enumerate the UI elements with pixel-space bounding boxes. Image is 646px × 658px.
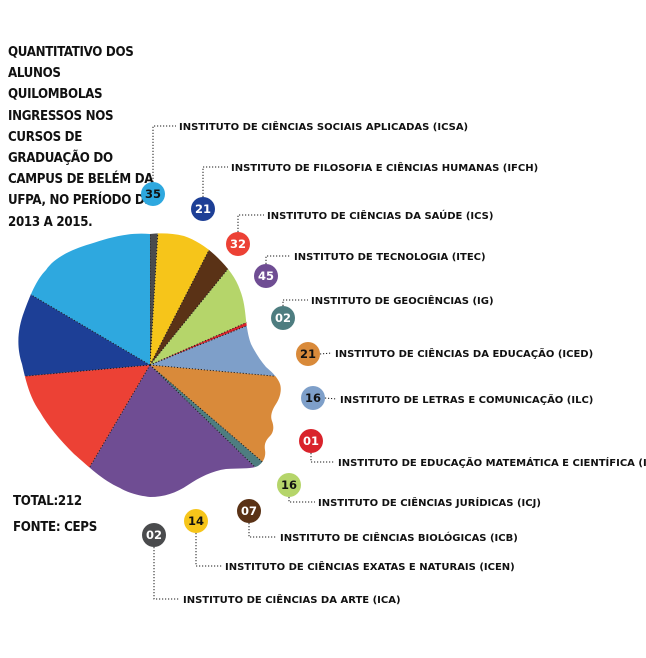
callout-leader-line xyxy=(319,352,333,355)
callout-leader-line xyxy=(153,547,180,600)
value-label-icj: 16 xyxy=(281,478,297,492)
callout-ilc: 16 INSTITUTO DE LETRAS E COMUNICAÇÃO (ILC… xyxy=(301,386,593,410)
chart-title: QUANTITATIVO DOS ALUNOS QUILOMBOLAS INGR… xyxy=(8,45,154,230)
callout-leader-line xyxy=(237,214,264,232)
callout-itec: 45 INSTITUTO DE TECNOLOGIA (ITEC) xyxy=(254,252,486,288)
callout-ifch: 21 INSTITUTO DE FILOSOFIA E CIÊNCIAS HUMA… xyxy=(191,161,538,221)
callout-leader-line xyxy=(288,497,315,503)
institute-label-ilc: INSTITUTO DE LETRAS E COMUNICAÇÃO (ILC) xyxy=(340,393,593,406)
value-bubble-ifch xyxy=(191,197,215,221)
value-bubble-ics xyxy=(226,232,250,256)
institute-label-ig: INSTITUTO DE GEOCIÊNCIAS (IG) xyxy=(311,294,494,307)
value-label-ilc: 16 xyxy=(305,391,321,405)
callout-leader-line xyxy=(282,299,308,306)
value-bubble-icj xyxy=(277,473,301,497)
value-label-iced: 21 xyxy=(300,347,316,361)
value-label-icen: 14 xyxy=(188,514,204,528)
slice-divider xyxy=(149,233,166,366)
institute-label-ifch: INSTITUTO DE FILOSOFIA E CIÊNCIAS HUMANA… xyxy=(231,161,538,174)
pie-slice-ig xyxy=(150,365,281,497)
callout-icb: 07 INSTITUTO DE CIÊNCIAS BIOLÓGICAS (ICB) xyxy=(237,499,518,544)
value-bubble-icen xyxy=(184,509,208,533)
callout-leader-line xyxy=(310,453,335,463)
slice-divider xyxy=(18,233,151,366)
callouts: 35 INSTITUTO DE CIÊNCIAS SOCIAIS APLICADA… xyxy=(141,120,646,606)
pie-slice-ica xyxy=(150,233,166,365)
value-bubble-iced xyxy=(296,342,320,366)
slice-divider xyxy=(149,364,281,497)
value-label-ifch: 21 xyxy=(195,202,211,216)
institute-label-ica: INSTITUTO DE CIÊNCIAS DA ARTE (ICA) xyxy=(183,593,401,606)
callout-icsa: 35 INSTITUTO DE CIÊNCIAS SOCIAIS APLICADA… xyxy=(141,120,468,206)
value-label-icb: 07 xyxy=(241,504,257,518)
value-bubble-ilc xyxy=(301,386,325,410)
institute-label-ics: INSTITUTO DE CIÊNCIAS DA SAÚDE (ICS) xyxy=(267,209,493,222)
value-label-icsa: 35 xyxy=(145,187,161,201)
pie-slices xyxy=(18,233,281,497)
value-label-ica: 02 xyxy=(146,528,162,542)
callout-icen: 14 INSTITUTO DE CIÊNCIAS EXATAS E NATURAI… xyxy=(184,509,515,573)
institute-label-iemci: INSTITUTO DE EDUCAÇÃO MATEMÁTICA E CIENT… xyxy=(338,456,646,469)
value-label-itec: 45 xyxy=(258,269,274,283)
callout-leader-line xyxy=(152,125,176,182)
value-bubble-ig xyxy=(271,306,295,330)
institute-label-icsa: INSTITUTO DE CIÊNCIAS SOCIAIS APLICADAS … xyxy=(179,120,468,133)
institute-label-itec: INSTITUTO DE TECNOLOGIA (ITEC) xyxy=(294,252,486,263)
institute-label-icen: INSTITUTO DE CIÊNCIAS EXATAS E NATURAIS … xyxy=(225,560,515,573)
callout-leader-line xyxy=(202,166,228,197)
institute-label-icb: INSTITUTO DE CIÊNCIAS BIOLÓGICAS (ICB) xyxy=(280,531,518,544)
value-label-ics: 32 xyxy=(230,237,246,251)
value-bubble-icsa xyxy=(141,182,165,206)
callout-ics: 32 INSTITUTO DE CIÊNCIAS DA SAÚDE (ICS) xyxy=(226,209,493,256)
value-label-iemci: 01 xyxy=(303,434,319,448)
value-label-ig: 02 xyxy=(275,311,291,325)
value-bubble-iemci xyxy=(299,429,323,453)
callout-leader-line xyxy=(195,533,222,567)
source-label: FONTE: CEPS xyxy=(13,520,97,535)
total-label: TOTAL:212 xyxy=(13,494,82,509)
slice-divider xyxy=(149,364,281,497)
callout-leader-line xyxy=(324,397,338,400)
value-bubble-ica xyxy=(142,523,166,547)
institute-label-iced: INSTITUTO DE CIÊNCIAS DA EDUCAÇÃO (ICED) xyxy=(335,347,593,360)
institute-label-icj: INSTITUTO DE CIÊNCIAS JURÍDICAS (ICJ) xyxy=(318,496,541,509)
callout-icj: 16 INSTITUTO DE CIÊNCIAS JURÍDICAS (ICJ) xyxy=(277,473,541,509)
callout-iced: 21 INSTITUTO DE CIÊNCIAS DA EDUCAÇÃO (ICE… xyxy=(296,342,593,366)
callout-ica: 02 INSTITUTO DE CIÊNCIAS DA ARTE (ICA) xyxy=(142,523,401,606)
callout-leader-line xyxy=(248,523,277,538)
value-bubble-itec xyxy=(254,264,278,288)
value-bubble-icb xyxy=(237,499,261,523)
callout-ig: 02 INSTITUTO DE GEOCIÊNCIAS (IG) xyxy=(271,294,494,330)
callout-iemci: 01 INSTITUTO DE EDUCAÇÃO MATEMÁTICA E CIE… xyxy=(299,429,646,469)
callout-leader-line xyxy=(265,255,291,264)
